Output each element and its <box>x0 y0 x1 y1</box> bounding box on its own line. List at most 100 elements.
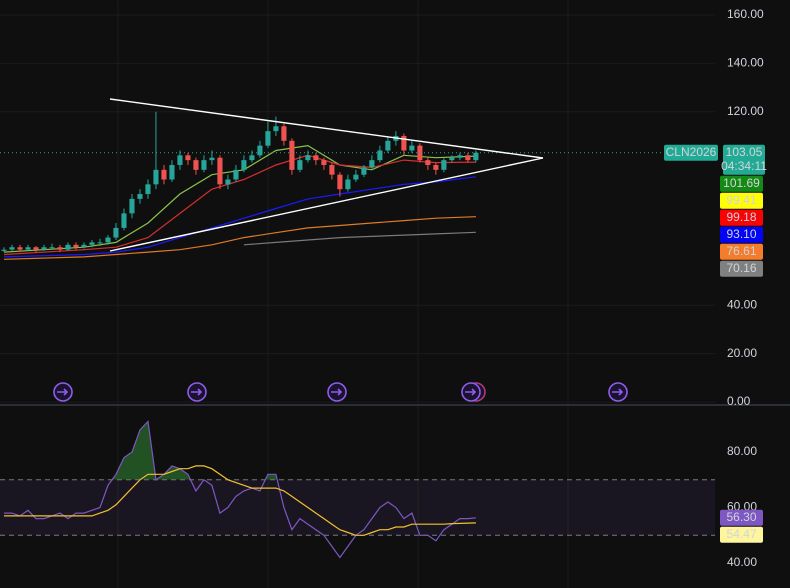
candle-body <box>297 160 303 170</box>
price-tag-label: 99.18 <box>726 210 756 224</box>
overbought-area <box>112 421 278 480</box>
event-icons <box>53 382 628 402</box>
trendline[interactable] <box>109 98 544 159</box>
y-tick-label: 140.00 <box>727 56 764 70</box>
candle-body <box>281 126 287 141</box>
y-tick-label: 40.00 <box>727 297 757 311</box>
price-tag <box>720 226 763 243</box>
candle-body <box>241 160 247 170</box>
candle-body <box>57 247 63 250</box>
candle-body <box>17 247 23 250</box>
candle-body <box>321 160 327 165</box>
price-tag-label: 101.69 <box>723 176 760 190</box>
candle-body <box>385 140 391 151</box>
moving-average <box>243 231 476 246</box>
candle-body <box>209 157 215 161</box>
candle-body <box>361 167 367 175</box>
price-tag-label: 54.47 <box>726 527 756 541</box>
price-tag <box>720 175 763 192</box>
candle-body <box>217 157 223 185</box>
event-icon[interactable] <box>327 382 347 402</box>
rsi-line <box>4 420 476 559</box>
candle-body <box>313 155 319 161</box>
candle-body <box>425 160 431 165</box>
vertical-grid <box>117 0 569 588</box>
candle-body <box>353 174 359 180</box>
y-tick-label: 120.00 <box>727 104 764 118</box>
candle-body <box>337 174 343 190</box>
symbol-tag <box>664 144 718 161</box>
candle-body <box>201 160 207 170</box>
candle-body <box>233 169 239 180</box>
candle-body <box>441 160 447 170</box>
candle-body <box>377 150 383 161</box>
price-tag <box>720 192 763 209</box>
rsi-pane <box>0 420 715 559</box>
candle-body <box>409 145 415 151</box>
last-price-label: 103.05 <box>726 145 763 159</box>
price-tag-label: 56.30 <box>726 510 756 524</box>
price-tag-label: 76.61 <box>726 244 756 258</box>
rsi-line <box>4 465 476 536</box>
candle-body <box>113 227 119 238</box>
candle-body <box>153 169 159 185</box>
price-tag-label: 70.16 <box>726 261 756 275</box>
last-price-tag <box>723 144 765 175</box>
candle-body <box>33 247 39 250</box>
candle-body <box>457 155 463 158</box>
candle-body <box>121 213 127 228</box>
candle-body <box>41 247 47 250</box>
candle-body <box>129 198 135 214</box>
candle-body <box>345 179 351 190</box>
candle-body <box>25 247 31 250</box>
candle-body <box>249 155 255 161</box>
candle-body <box>433 164 439 170</box>
y-tick-label: 160.00 <box>727 7 764 21</box>
moving-average <box>3 144 476 253</box>
candle-body <box>473 152 479 161</box>
candle-body <box>169 164 175 180</box>
price-tag <box>720 260 763 277</box>
y-tick-label: 40.00 <box>727 555 757 569</box>
y-tick-label: 80.00 <box>727 444 757 458</box>
candle-body <box>449 157 455 161</box>
y-tick-label: 20.00 <box>727 346 757 360</box>
candle-body <box>73 244 79 248</box>
price-pane <box>0 14 715 403</box>
candle-body <box>273 126 279 132</box>
countdown-label: 04:34:11 <box>721 159 767 173</box>
event-icon[interactable] <box>608 382 628 402</box>
event-icon[interactable] <box>53 382 73 402</box>
candle-body <box>89 242 95 245</box>
candle-body <box>417 145 423 161</box>
candle-body <box>289 140 295 170</box>
candle-body <box>225 179 231 185</box>
candle-body <box>65 244 71 250</box>
moving-average <box>3 216 476 260</box>
event-icon[interactable] <box>461 382 486 402</box>
trendlines <box>109 98 544 252</box>
moving-average <box>3 176 476 258</box>
candle-body <box>257 145 263 156</box>
candle-body <box>9 247 15 250</box>
price-tag <box>720 526 763 543</box>
candle-body <box>81 244 87 248</box>
candle-body <box>105 237 111 243</box>
candle-body <box>265 131 271 146</box>
price-tag <box>720 243 763 260</box>
candle-body <box>465 155 471 161</box>
candle-body <box>329 164 335 175</box>
candle-body <box>1 249 7 251</box>
candle-body <box>161 169 167 180</box>
candle-body <box>369 160 375 168</box>
trendline[interactable] <box>109 157 544 252</box>
candle-body <box>193 160 199 170</box>
price-tag <box>720 509 763 526</box>
candle-body <box>145 184 151 195</box>
event-icon[interactable] <box>187 382 207 402</box>
candle-body <box>49 247 55 249</box>
price-tag <box>720 209 763 226</box>
